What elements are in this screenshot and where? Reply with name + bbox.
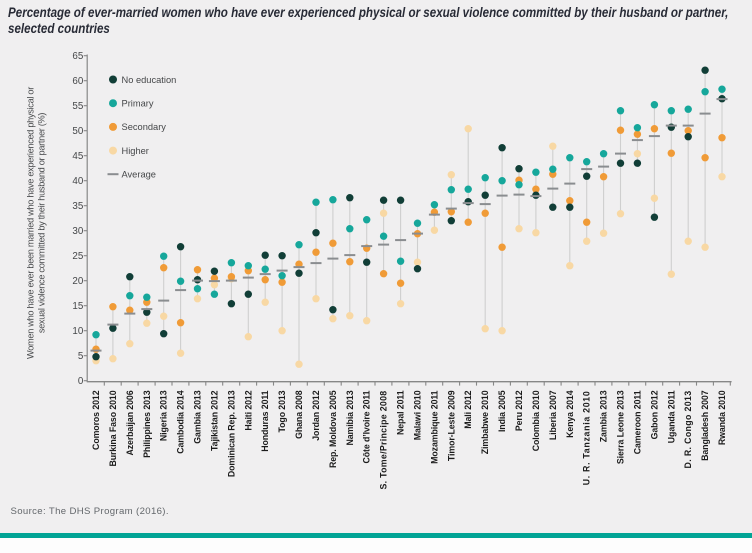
svg-text:Timor-Leste 2009: Timor-Leste 2009 (446, 390, 456, 461)
svg-text:Uganda 2011: Uganda 2011 (666, 390, 676, 443)
svg-text:0: 0 (78, 376, 84, 387)
svg-text:Burkina Faso 2010: Burkina Faso 2010 (108, 390, 118, 466)
svg-text:Cambodia 2014: Cambodia 2014 (176, 390, 186, 453)
svg-text:35: 35 (72, 201, 83, 212)
svg-text:Women who have ever been marri: Women who have ever been married who hav… (26, 87, 36, 359)
svg-text:Haiti 2012: Haiti 2012 (243, 390, 253, 430)
svg-text:sexual violence committed by t: sexual violence committed by their husba… (37, 113, 47, 334)
svg-text:15: 15 (72, 301, 83, 312)
svg-text:Tajikistan 2012: Tajikistan 2012 (209, 390, 219, 451)
svg-text:Sierra Leone 2013: Sierra Leone 2013 (616, 390, 626, 464)
svg-text:Mozambique 2011: Mozambique 2011 (429, 390, 439, 464)
svg-text:45: 45 (72, 151, 83, 162)
svg-text:25: 25 (72, 251, 83, 262)
svg-text:Zimbabwe 2010: Zimbabwe 2010 (480, 390, 490, 454)
svg-text:Gambia 2013: Gambia 2013 (193, 390, 203, 443)
svg-text:Mali 2012: Mali 2012 (463, 390, 473, 428)
svg-text:Ghana 2008: Ghana 2008 (294, 390, 304, 439)
svg-text:Namibia 2013: Namibia 2013 (345, 390, 355, 445)
svg-text:Gabon 2012: Gabon 2012 (649, 390, 659, 439)
svg-text:India 2005: India 2005 (497, 390, 507, 432)
svg-text:Peru 2012: Peru 2012 (514, 390, 524, 431)
svg-text:65: 65 (72, 51, 83, 62)
svg-text:Higher: Higher (122, 146, 149, 156)
svg-text:Comoros 2012: Comoros 2012 (91, 390, 101, 450)
svg-text:Nigeria 2013: Nigeria 2013 (159, 390, 169, 441)
svg-text:60: 60 (72, 76, 83, 87)
svg-text:Côte d’Ivoire 2011: Côte d’Ivoire 2011 (362, 390, 372, 463)
svg-text:40: 40 (72, 176, 83, 187)
svg-text:Colombia 2010: Colombia 2010 (531, 390, 541, 451)
svg-text:10: 10 (72, 326, 83, 337)
svg-text:Primary: Primary (122, 99, 154, 109)
svg-text:Azerbaijan 2006: Azerbaijan 2006 (125, 390, 135, 455)
svg-text:U. R. Tanzania 2010: U. R. Tanzania 2010 (582, 391, 592, 486)
svg-text:30: 30 (72, 226, 83, 237)
svg-text:55: 55 (72, 101, 83, 112)
svg-text:Cameroon 2011: Cameroon 2011 (632, 390, 642, 454)
svg-text:Rep. Moldova 2005: Rep. Moldova 2005 (328, 390, 338, 468)
svg-text:Honduras 2011: Honduras 2011 (260, 390, 270, 451)
svg-text:No education: No education (122, 75, 177, 85)
svg-text:5: 5 (78, 351, 84, 362)
svg-text:S. Tome/Principe 2008: S. Tome/Principe 2008 (379, 391, 389, 490)
svg-text:Togo 2013: Togo 2013 (277, 390, 287, 432)
svg-text:Liberia 2007: Liberia 2007 (548, 390, 558, 440)
svg-text:Malawi 2010: Malawi 2010 (413, 390, 423, 440)
svg-text:Nepal 2011: Nepal 2011 (396, 390, 406, 435)
svg-text:50: 50 (72, 126, 83, 137)
svg-text:Dominican Rep. 2013: Dominican Rep. 2013 (226, 390, 236, 477)
svg-text:20: 20 (72, 276, 83, 287)
svg-text:D. R. Congo 2013: D. R. Congo 2013 (683, 391, 693, 469)
svg-text:Zambia 2013: Zambia 2013 (599, 390, 609, 442)
svg-text:Kenya 2014: Kenya 2014 (565, 390, 575, 438)
svg-text:Secondary: Secondary (122, 122, 167, 132)
svg-text:Bangladesh 2007: Bangladesh 2007 (700, 390, 710, 461)
svg-text:Philippines 2013: Philippines 2013 (142, 390, 152, 458)
svg-text:Jordan 2012: Jordan 2012 (311, 390, 321, 440)
svg-text:Rwanda 2010: Rwanda 2010 (717, 390, 727, 445)
svg-text:Average: Average (122, 170, 156, 180)
